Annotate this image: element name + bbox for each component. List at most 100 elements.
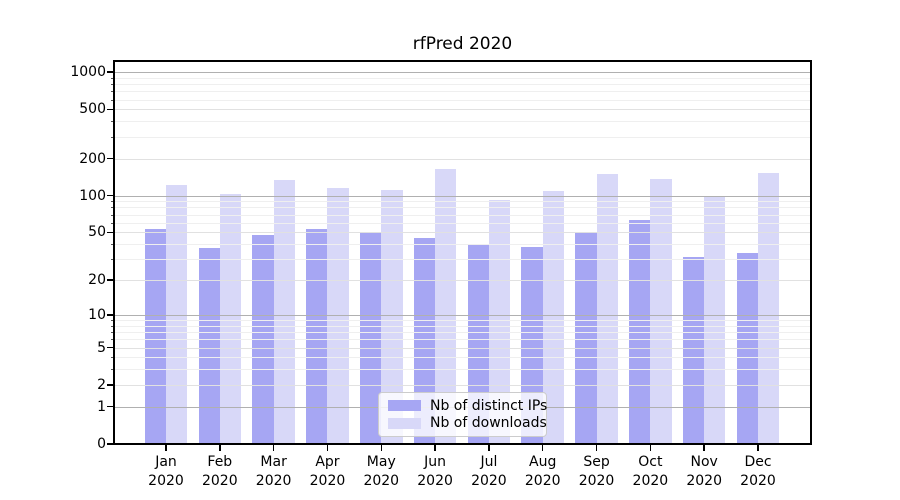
y-tick-label: 2 bbox=[97, 376, 106, 393]
bar-downloads-aug bbox=[542, 191, 565, 444]
x-tick-label-line: Jul bbox=[480, 454, 498, 470]
gridline-minor bbox=[114, 201, 811, 203]
y-tick bbox=[107, 157, 114, 160]
gridline-minor bbox=[114, 244, 811, 246]
gridline-minor bbox=[114, 91, 811, 93]
bar-ips-apr bbox=[306, 229, 328, 444]
y-minor-tick bbox=[111, 207, 114, 209]
legend-swatch-downloads bbox=[388, 417, 421, 429]
gridline-minor bbox=[114, 320, 811, 322]
bar-downloads-jun bbox=[435, 168, 457, 444]
x-tick bbox=[757, 445, 759, 451]
bar-ips-feb bbox=[198, 248, 220, 444]
axis-spine-bottom bbox=[113, 443, 812, 445]
gridline-major bbox=[114, 72, 811, 74]
x-tick-label-line: 2020 bbox=[363, 472, 400, 489]
y-tick-label: 1000 bbox=[70, 64, 106, 81]
y-minor-tick bbox=[111, 77, 114, 79]
x-tick-label-line: Sep bbox=[583, 454, 610, 470]
y-tick bbox=[107, 405, 114, 408]
x-tick-label-aug: Aug 2020 bbox=[503, 453, 583, 490]
x-tick-label-line: 2020 bbox=[148, 472, 184, 489]
x-tick-label-sep: Sep 2020 bbox=[557, 453, 637, 490]
bar-ips-sep bbox=[575, 233, 597, 444]
x-tick bbox=[165, 445, 167, 451]
bar-downloads-sep bbox=[596, 173, 618, 444]
bar-ips-nov bbox=[682, 257, 705, 444]
y-tick bbox=[107, 194, 114, 197]
x-tick bbox=[272, 445, 275, 451]
x-tick bbox=[219, 445, 221, 451]
x-tick-label-line: Nov bbox=[690, 454, 718, 470]
y-minor-tick bbox=[111, 136, 114, 138]
y-tick bbox=[107, 443, 114, 445]
y-tick bbox=[107, 231, 114, 234]
bar-downloads-dec bbox=[758, 172, 780, 444]
x-tick bbox=[434, 445, 436, 451]
y-minor-tick bbox=[111, 222, 114, 224]
gridline-minor bbox=[114, 332, 811, 334]
x-tick-label-dec: Dec 2020 bbox=[718, 453, 798, 490]
x-tick-label-line: 2020 bbox=[417, 472, 453, 489]
y-minor-tick bbox=[111, 325, 114, 327]
gridline bbox=[114, 280, 811, 282]
x-tick-label-line: 2020 bbox=[740, 472, 776, 489]
x-tick-label-jul: Jul 2020 bbox=[449, 453, 529, 490]
x-tick-label-line: Oct bbox=[638, 454, 663, 470]
bar-downloads-oct bbox=[650, 178, 672, 444]
gridline-minor bbox=[114, 99, 811, 101]
y-tick bbox=[107, 314, 114, 316]
gridline-minor bbox=[114, 339, 811, 341]
y-minor-tick bbox=[111, 121, 114, 123]
x-tick-label-oct: Oct 2020 bbox=[610, 453, 690, 490]
bar-downloads-jul bbox=[488, 200, 511, 444]
bar-downloads-feb bbox=[219, 194, 242, 444]
gridline bbox=[114, 347, 811, 349]
y-minor-tick bbox=[111, 332, 114, 334]
x-tick-label-line: 2020 bbox=[632, 472, 669, 489]
x-tick-label-line: Jan bbox=[155, 454, 177, 470]
x-tick-label-line: 2020 bbox=[471, 472, 507, 489]
x-tick-label-line: May bbox=[366, 454, 396, 470]
gridline-minor bbox=[114, 136, 811, 138]
gridline-minor bbox=[114, 325, 811, 327]
y-minor-tick bbox=[111, 339, 114, 341]
gridline bbox=[114, 158, 811, 160]
y-tick-label: 1 bbox=[97, 398, 106, 415]
y-minor-tick bbox=[111, 99, 114, 101]
y-tick-label: 20 bbox=[88, 272, 106, 289]
gridline-minor bbox=[114, 84, 811, 86]
x-tick-label-line: 2020 bbox=[309, 472, 346, 489]
gridline-minor bbox=[114, 121, 811, 123]
x-tick bbox=[703, 445, 705, 451]
x-tick bbox=[380, 445, 383, 451]
y-tick-label: 5 bbox=[97, 339, 106, 356]
gridline bbox=[114, 232, 811, 234]
x-tick-label-line: Apr bbox=[315, 454, 340, 470]
legend-label-downloads: Nb of downloads bbox=[430, 415, 547, 432]
y-minor-tick bbox=[111, 259, 114, 261]
y-tick bbox=[107, 279, 114, 281]
x-tick-label-may: May 2020 bbox=[341, 453, 421, 490]
x-tick-label-line: 2020 bbox=[201, 472, 238, 489]
y-tick-label: 10 bbox=[88, 306, 106, 323]
y-minor-tick bbox=[111, 214, 114, 216]
y-tick-label: 50 bbox=[88, 224, 106, 241]
x-tick-label-line: Jun bbox=[424, 454, 447, 470]
y-tick bbox=[107, 384, 114, 386]
y-tick-label: 500 bbox=[79, 101, 106, 118]
y-minor-tick bbox=[111, 369, 114, 371]
gridline-major bbox=[114, 195, 811, 197]
gridline-minor bbox=[114, 77, 811, 79]
x-tick-label-line: Feb bbox=[207, 454, 233, 470]
gridline-major bbox=[114, 314, 811, 316]
axis-spine-right bbox=[810, 60, 812, 445]
y-minor-tick bbox=[111, 244, 114, 246]
legend-item-distinct-ips: Nb of distinct IPs bbox=[388, 398, 547, 414]
gridline-minor bbox=[114, 259, 811, 261]
axis-spine-left bbox=[113, 60, 115, 445]
x-tick-label-jan: Jan 2020 bbox=[126, 453, 206, 490]
x-tick-label-feb: Feb 2020 bbox=[180, 453, 260, 490]
gridline bbox=[114, 384, 811, 386]
